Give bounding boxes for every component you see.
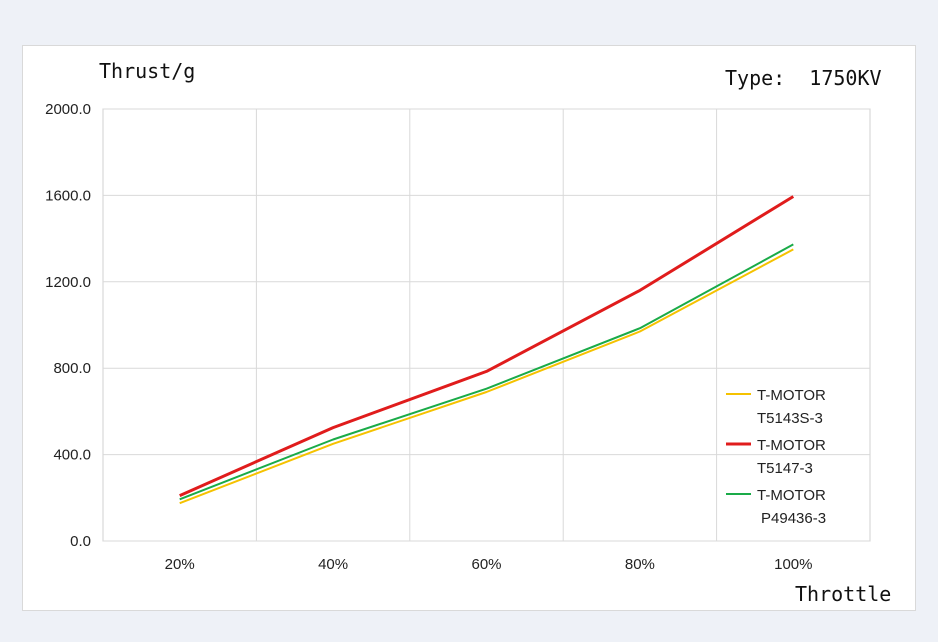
x-axis-label: Throttle (795, 582, 891, 606)
series-line (179, 195, 795, 497)
y-tick-labels: 0.0 400.0 800.0 1200.0 1600.0 2000.0 (45, 101, 91, 550)
x-tick-label: 100% (774, 556, 812, 573)
y-tick-label: 1600.0 (45, 187, 91, 204)
y-tick-label: 1200.0 (45, 274, 91, 291)
plot-area (102, 108, 871, 542)
y-tick-label: 0.0 (70, 533, 91, 550)
series-line (179, 243, 794, 501)
legend-label-line1: T-MOTOR (757, 437, 826, 454)
series-line (179, 248, 794, 505)
legend: T-MOTOR T5143S-3 T-MOTOR T5147-3 T-MOTOR P494… (726, 387, 826, 527)
legend-label-line2: T5143S-3 (757, 410, 823, 427)
legend-label-line1: T-MOTOR (757, 387, 826, 404)
y-tick-label: 400.0 (53, 447, 91, 464)
x-tick-label: 40% (318, 556, 348, 573)
x-tick-labels: 20% 40% 60% 80% 100% (165, 556, 813, 573)
x-tick-label: 60% (471, 556, 501, 573)
legend-label-line2: T5147-3 (757, 460, 813, 477)
x-tick-label: 80% (625, 556, 655, 573)
y-axis-label: Thrust/g (99, 59, 195, 83)
legend-label-line2: P49436-3 (761, 510, 826, 527)
y-tick-label: 2000.0 (45, 101, 91, 118)
y-tick-label: 800.0 (53, 360, 91, 377)
series-lines (179, 195, 795, 505)
legend-label-line1: T-MOTOR (757, 487, 826, 504)
chart-title: Type: 1750KV (725, 66, 882, 90)
x-tick-label: 20% (165, 556, 195, 573)
